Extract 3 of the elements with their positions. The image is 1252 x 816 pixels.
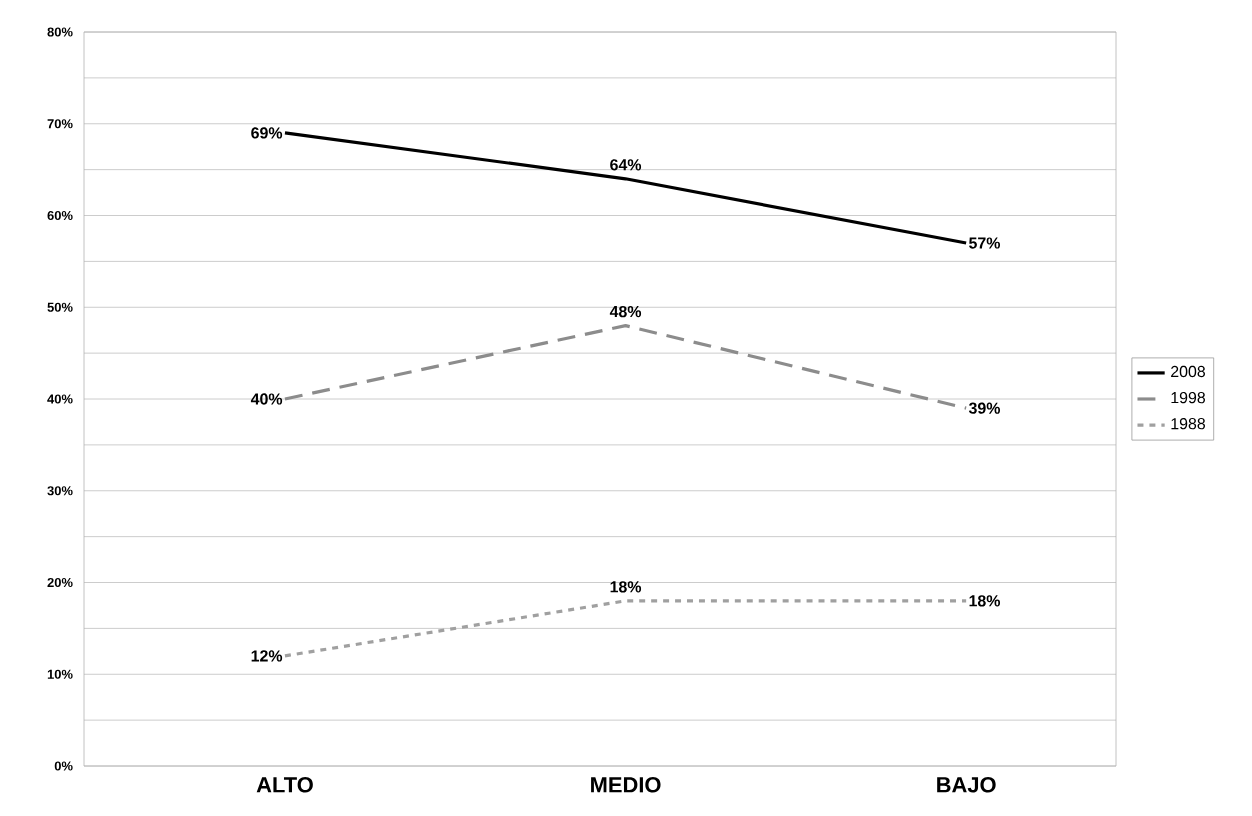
x-tick-label: BAJO (937, 777, 996, 793)
x-tick-label: ALTO (256, 777, 313, 793)
x-tick-label: MEDIO (591, 777, 661, 793)
